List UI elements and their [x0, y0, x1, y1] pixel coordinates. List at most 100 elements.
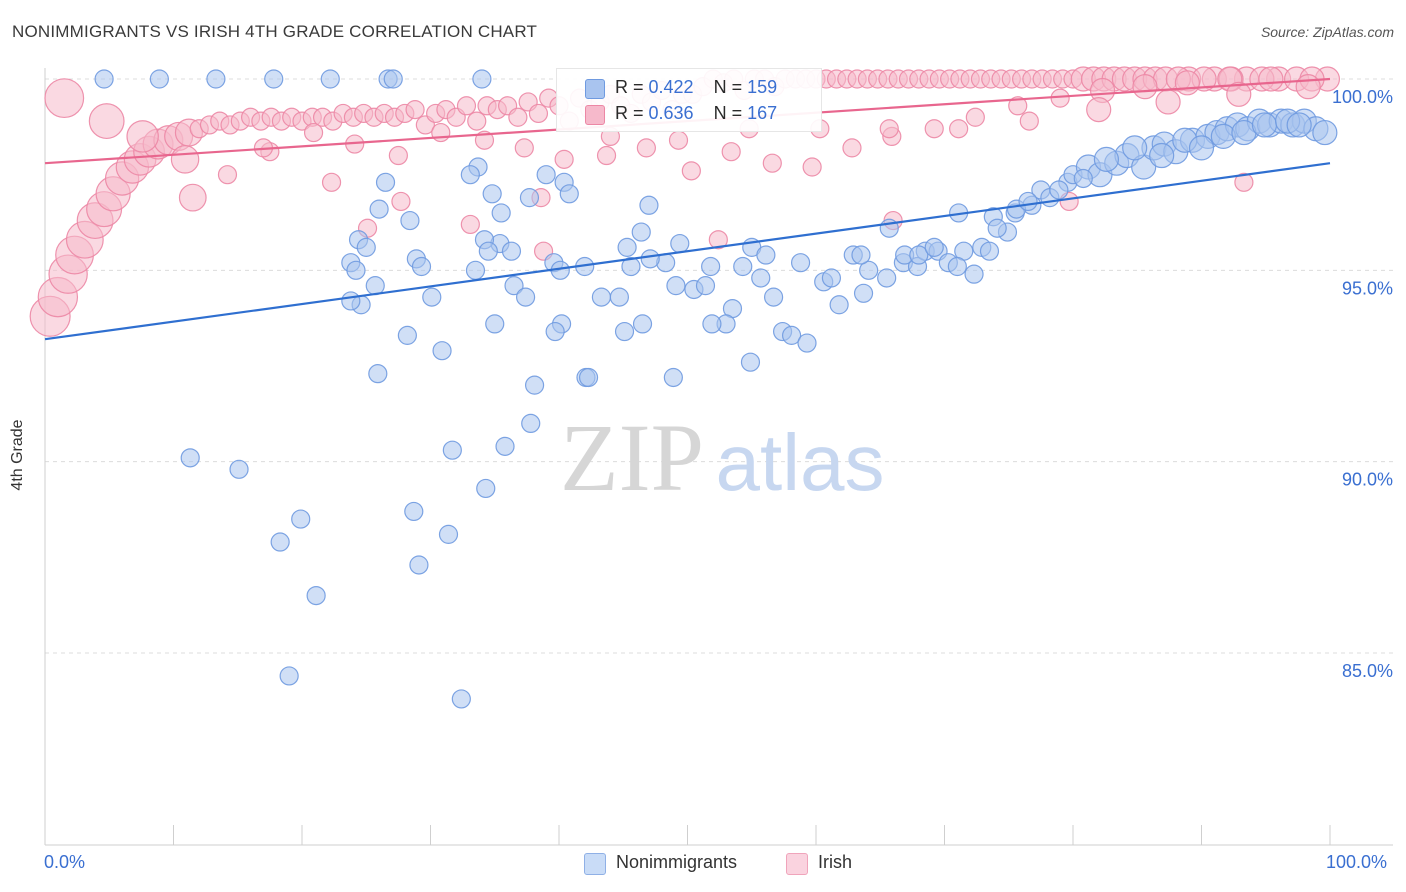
- series-nonimmigrants: [94, 69, 1338, 709]
- nonimmigrants-point: [515, 287, 536, 307]
- r-label: R =: [615, 77, 649, 97]
- nonimmigrants-point: [670, 233, 690, 254]
- irish-point: [924, 119, 944, 139]
- nonimmigrants-point: [631, 222, 651, 242]
- source-credit: Source: ZipAtlas.com: [1260, 24, 1394, 40]
- nonimmigrants-point: [411, 256, 432, 277]
- nonimmigrants-swatch: [585, 79, 605, 99]
- irish-point: [1132, 74, 1158, 100]
- nonimmigrants-point: [432, 341, 452, 361]
- nonimmigrants-point: [701, 256, 721, 277]
- nonimmigrants-point: [924, 237, 944, 257]
- nonimmigrants-point: [781, 325, 802, 345]
- irish-point: [1234, 172, 1254, 192]
- x-tick-label-max: 100.0%: [1326, 852, 1388, 872]
- irish-point: [514, 138, 534, 158]
- nonimmigrants-point: [614, 321, 635, 342]
- nonimmigrants-point: [1122, 135, 1148, 161]
- nonimmigrants-point: [536, 165, 556, 185]
- r-value: 0.636: [648, 103, 694, 123]
- nonimmigrants-point: [465, 260, 486, 280]
- nonimmigrants-point: [1018, 191, 1038, 212]
- nonimmigrants-point: [478, 241, 498, 261]
- irish-point: [467, 111, 487, 131]
- irish-point: [303, 122, 324, 143]
- nonimmigrants-point: [368, 364, 388, 384]
- nonimmigrants-point: [404, 501, 424, 522]
- irish-point: [126, 120, 159, 153]
- nonimmigrants-point: [751, 268, 771, 288]
- nonimmigrants-point: [270, 532, 290, 552]
- y-tick-label: 85.0%: [1342, 661, 1393, 681]
- irish-point: [456, 96, 477, 116]
- irish-legend-swatch: [786, 853, 808, 875]
- irish-point: [1258, 66, 1284, 92]
- nonimmigrants-point: [485, 314, 505, 334]
- irish-point: [528, 103, 549, 124]
- nonimmigrants-point: [797, 333, 817, 353]
- irish-point: [554, 149, 574, 169]
- nonimmigrants-point: [591, 287, 612, 307]
- irish-point: [681, 161, 701, 181]
- irish-point: [388, 145, 408, 166]
- irish-point: [405, 100, 425, 120]
- nonimmigrants-point: [829, 295, 849, 315]
- trendline-nonimmigrants: [44, 162, 1331, 341]
- nonimmigrants-point: [519, 188, 540, 208]
- nonimmigrants-point: [460, 165, 480, 185]
- irish-point: [508, 107, 528, 127]
- irish-point: [1155, 89, 1181, 115]
- nonimmigrants-point: [859, 260, 879, 280]
- nonimmigrants-point: [578, 367, 599, 388]
- irish-point: [636, 138, 656, 158]
- nonimmigrants-point: [639, 195, 659, 215]
- nonimmigrants-point: [504, 276, 524, 296]
- nonimmigrants-point: [617, 237, 637, 257]
- irish-point: [217, 165, 238, 185]
- nonimmigrants-point: [947, 256, 967, 277]
- nonimmigrants-point: [180, 448, 200, 468]
- nonimmigrants-point: [1188, 135, 1215, 161]
- irish-point: [596, 145, 617, 166]
- nonimmigrants-point: [346, 260, 366, 280]
- nonimmigrants-point: [640, 249, 660, 269]
- nonimmigrants-point: [666, 276, 686, 296]
- nonimmigrants-point: [264, 69, 284, 89]
- nonimmigrants-point: [733, 256, 753, 277]
- nonimmigrants-point: [821, 268, 842, 288]
- irish-point: [391, 191, 411, 212]
- nonimmigrants-point: [695, 276, 716, 296]
- chart-title: NONIMMIGRANTS VS IRISH 4TH GRADE CORRELA…: [12, 22, 538, 41]
- nonimmigrants-point: [369, 199, 389, 219]
- r-value: 0.422: [648, 77, 694, 97]
- irish-point: [1086, 97, 1112, 123]
- irish-point: [708, 230, 728, 250]
- irish-point: [949, 119, 969, 139]
- nonimmigrants-point: [279, 666, 299, 686]
- nonimmigrants-point: [501, 241, 522, 261]
- nonimmigrants-point: [229, 459, 249, 479]
- nonimmigrants-point: [621, 256, 641, 277]
- n-label: N =: [713, 103, 748, 123]
- irish-point: [1008, 96, 1028, 116]
- nonimmigrants-point: [1251, 112, 1278, 138]
- irish-point: [802, 157, 822, 177]
- nonimmigrants-point: [1286, 112, 1312, 138]
- irish-swatch: [585, 105, 605, 125]
- nonimmigrants-point: [451, 689, 471, 709]
- irish-point: [879, 119, 899, 139]
- y-tick-label: 95.0%: [1342, 278, 1393, 298]
- nonimmigrants-point: [756, 245, 776, 265]
- nonimmigrants-point: [438, 524, 459, 544]
- nonimmigrants-point: [442, 440, 462, 460]
- nonimmigrants-point: [397, 325, 417, 345]
- nonimmigrants-point: [375, 172, 396, 192]
- irish-point: [1174, 70, 1200, 96]
- n-value: 159: [747, 77, 778, 97]
- nonimmigrants-point: [524, 375, 545, 395]
- nonimmigrants-point: [521, 413, 541, 433]
- watermark-zip: ZIP: [560, 404, 704, 511]
- irish-point: [1295, 74, 1321, 100]
- nonimmigrants-point: [341, 291, 361, 311]
- nonimmigrants-point: [632, 314, 653, 334]
